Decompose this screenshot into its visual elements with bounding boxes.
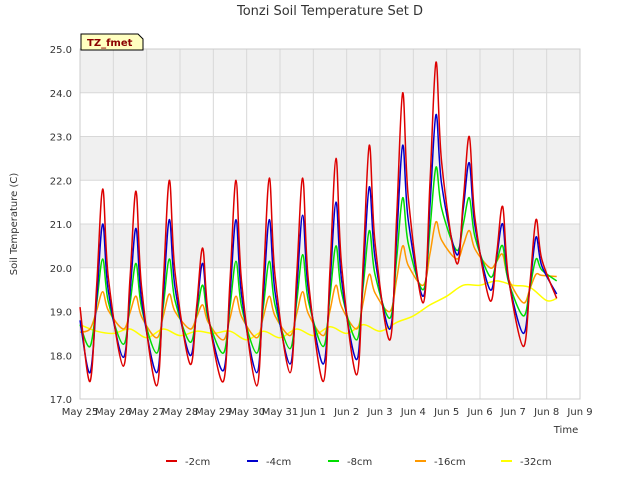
x-tick-label: Jun 5 bbox=[433, 407, 459, 418]
x-tick-label: Jun 7 bbox=[500, 407, 526, 418]
y-tick-label: 20.0 bbox=[50, 264, 72, 275]
x-tick-label: May 31 bbox=[262, 407, 299, 418]
y-tick-label: 18.0 bbox=[50, 351, 72, 362]
legend-label-minus-8cm: -8cm bbox=[347, 457, 372, 468]
y-tick-label: 17.0 bbox=[50, 395, 72, 406]
y-tick-labels: 17.0 18.0 19.0 20.0 21.0 22.0 23.0 24.0 25.0 bbox=[50, 45, 72, 406]
x-tick-label: May 30 bbox=[228, 407, 265, 418]
y-tick-label: 24.0 bbox=[50, 89, 72, 100]
series-lines bbox=[79, 61, 558, 387]
legend-label-minus-4cm: -4cm bbox=[266, 457, 291, 468]
x-axis-label: Time bbox=[553, 425, 578, 436]
dataset-tag: TZ_fmet bbox=[80, 33, 144, 51]
x-tick-label: May 28 bbox=[162, 407, 199, 418]
x-tick-label: Jun 2 bbox=[333, 407, 359, 418]
dataset-tag-label: TZ_fmet bbox=[87, 38, 133, 49]
plot-band bbox=[80, 136, 580, 181]
series-line-minus-2cm bbox=[79, 61, 558, 387]
x-tick-label: Jun 9 bbox=[566, 407, 592, 418]
y-axis-label: Soil Temperature (C) bbox=[9, 173, 20, 276]
legend-label-minus-16cm: -16cm bbox=[434, 457, 466, 468]
x-tick-label: Jun 4 bbox=[400, 407, 426, 418]
y-tick-label: 21.0 bbox=[50, 220, 72, 231]
plot-band bbox=[80, 49, 580, 93]
x-tick-label: May 26 bbox=[95, 407, 132, 418]
legend-label-minus-32cm: -32cm bbox=[520, 457, 552, 468]
dataset-tag-box bbox=[80, 33, 144, 51]
y-tick-label: 25.0 bbox=[50, 45, 72, 56]
plot-frame bbox=[79, 48, 581, 400]
x-tick-label: Jun 1 bbox=[300, 407, 326, 418]
x-tick-label: Jun 3 bbox=[366, 407, 392, 418]
legend-label-minus-2cm: -2cm bbox=[185, 457, 210, 468]
y-tick-label: 23.0 bbox=[50, 133, 72, 144]
x-tick-label: Jun 6 bbox=[466, 407, 492, 418]
x-tick-label: May 27 bbox=[128, 407, 165, 418]
legend: -2cm -4cm -8cm -16cm -32cm bbox=[166, 457, 552, 468]
y-tick-label: 22.0 bbox=[50, 176, 72, 187]
chart-title: Tonzi Soil Temperature Set D bbox=[236, 4, 423, 19]
x-tick-label: May 29 bbox=[195, 407, 232, 418]
x-tick-label: Jun 8 bbox=[533, 407, 559, 418]
x-tick-label: May 25 bbox=[62, 407, 99, 418]
y-tick-label: 19.0 bbox=[50, 308, 72, 319]
